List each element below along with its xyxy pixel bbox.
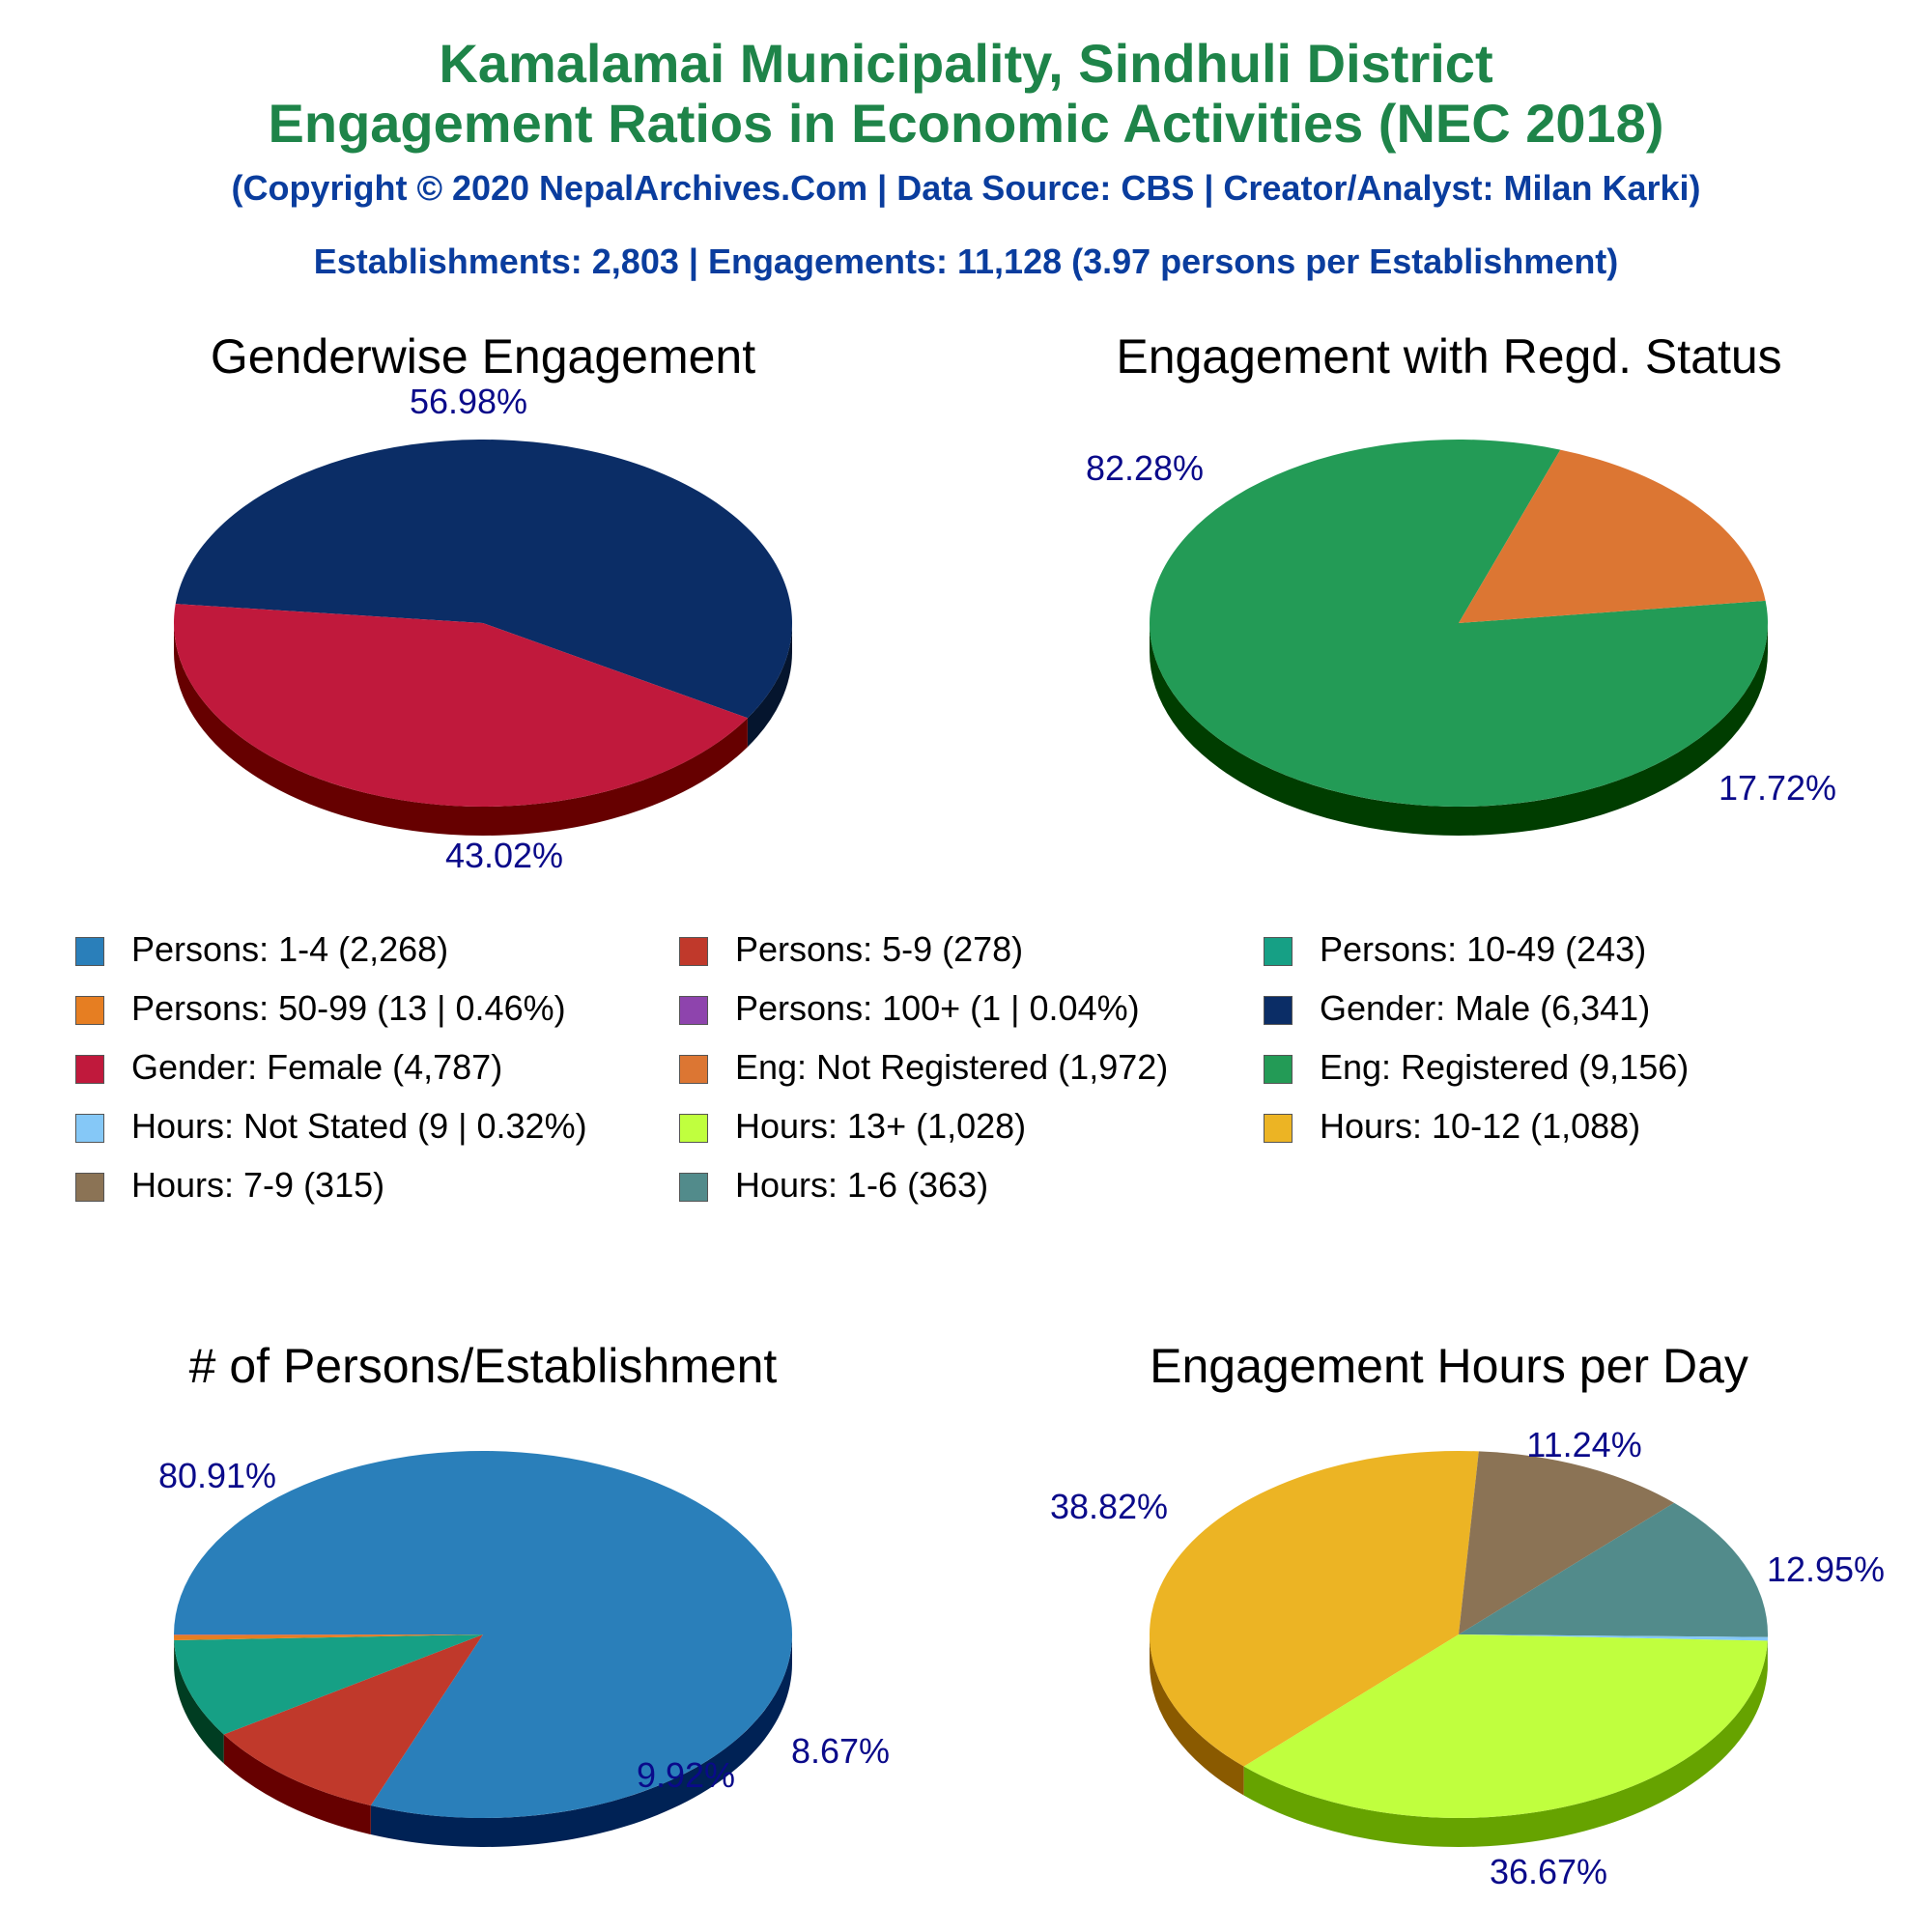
- legend-swatch: [679, 937, 708, 966]
- pie-slice-side: [1243, 1640, 1768, 1848]
- legend-swatch: [75, 1173, 104, 1202]
- legend-swatch: [1264, 1055, 1293, 1084]
- pie-slice: [174, 1634, 483, 1735]
- pie-slice: [1150, 1451, 1479, 1767]
- legend-label: Gender: Female (4,787): [131, 1047, 503, 1087]
- legend-label: Hours: 10-12 (1,088): [1320, 1106, 1641, 1146]
- legend-swatch: [75, 996, 104, 1025]
- pie-slice: [173, 604, 748, 808]
- summary-line: Establishments: 2,803 | Engagements: 11,…: [313, 242, 1619, 281]
- pie-slice: [1459, 1634, 1768, 1641]
- chart-title-registration: Engagement with Regd. Status: [1116, 329, 1782, 384]
- legend-label: Persons: 5-9 (278): [735, 929, 1024, 969]
- pie-slice-label: 8.67%: [791, 1731, 890, 1771]
- legend-label: Hours: 7-9 (315): [131, 1165, 385, 1205]
- legend-label: Hours: 1-6 (363): [735, 1165, 989, 1205]
- pie-slice-label: 11.24%: [1526, 1425, 1641, 1464]
- pie-slice-side: [174, 1639, 224, 1764]
- chart-title-hours: Engagement Hours per Day: [1150, 1339, 1748, 1393]
- chart-title-gender: Genderwise Engagement: [210, 329, 756, 384]
- pie-slice-label: 82.28%: [1086, 448, 1204, 488]
- pie-slice-label: 80.91%: [158, 1456, 276, 1495]
- pie-slice-label: 56.98%: [410, 382, 527, 421]
- title-line-2: Engagement Ratios in Economic Activities…: [268, 93, 1664, 154]
- legend-swatch: [679, 1114, 708, 1143]
- pie-slice: [1243, 1634, 1768, 1819]
- legend-label: Eng: Not Registered (1,972): [735, 1047, 1169, 1087]
- pie-slice-label: 43.02%: [445, 836, 563, 875]
- pie-slice-side: [223, 1734, 371, 1835]
- pie-slice-label: 38.82%: [1050, 1487, 1168, 1526]
- pie-slice-side: [370, 1634, 792, 1847]
- legend-swatch: [1264, 996, 1293, 1025]
- legend-swatch: [1264, 937, 1293, 966]
- pie-slice: [174, 1451, 793, 1818]
- legend-swatch: [75, 1055, 104, 1084]
- chart-title-persons: # of Persons/Establishment: [188, 1339, 778, 1393]
- pie-slice: [175, 440, 793, 719]
- legend-swatch: [75, 937, 104, 966]
- pie-slice: [174, 1634, 484, 1640]
- legend-label: Gender: Male (6,341): [1320, 988, 1651, 1028]
- legend-label: Hours: 13+ (1,028): [735, 1106, 1027, 1146]
- pie-slice-side: [1150, 623, 1768, 836]
- legend-swatch: [679, 996, 708, 1025]
- copyright-line: (Copyright © 2020 NepalArchives.Com | Da…: [231, 168, 1701, 208]
- pie-chart: 80.91% 9.92% 8.67%: [158, 1451, 890, 1847]
- pie-slice: [1459, 449, 1766, 623]
- pie-slice: [1459, 1502, 1768, 1637]
- pie-slice: [1459, 1451, 1675, 1634]
- legend-swatch: [679, 1173, 708, 1202]
- pie-slice: [223, 1634, 484, 1806]
- pie-slice-side: [174, 623, 748, 837]
- legend-swatch: [1264, 1114, 1293, 1143]
- pie-slice-side: [747, 623, 792, 748]
- pie-slice-label: 9.92%: [637, 1755, 735, 1795]
- pie-slice-label: 12.95%: [1767, 1549, 1885, 1589]
- pie-slice-side: [1150, 1634, 1244, 1796]
- pie-chart: 56.98% 43.02%: [173, 382, 793, 875]
- legend-label: Hours: Not Stated (9 | 0.32%): [131, 1106, 587, 1146]
- legend-label: Persons: 10-49 (243): [1320, 929, 1647, 969]
- pie-slice-label: 36.67%: [1490, 1852, 1607, 1891]
- legend-label: Persons: 1-4 (2,268): [131, 929, 449, 969]
- legend-swatch: [75, 1114, 104, 1143]
- legend-label: Persons: 50-99 (13 | 0.46%): [131, 988, 566, 1028]
- pie-slice-label: 17.72%: [1719, 768, 1836, 808]
- legend-label: Eng: Registered (9,156): [1320, 1047, 1690, 1087]
- legend-label: Persons: 100+ (1 | 0.04%): [735, 988, 1140, 1028]
- pie-chart: 38.82% 11.24% 12.95% 36.67%: [1050, 1425, 1885, 1891]
- pie-chart: 82.28% 17.72%: [1086, 440, 1836, 836]
- legend-swatch: [679, 1055, 708, 1084]
- title-line-1: Kamalamai Municipality, Sindhuli Distric…: [439, 33, 1493, 94]
